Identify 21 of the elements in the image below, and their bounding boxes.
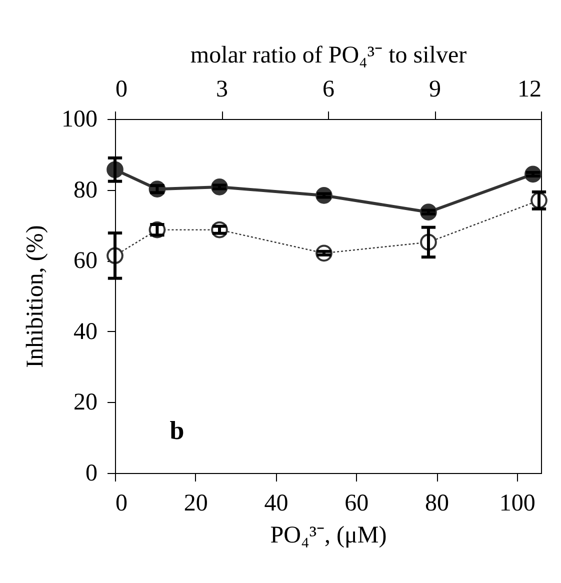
y-tick-label: 20 (74, 390, 98, 416)
y-tick-label: 100 (62, 106, 98, 132)
y-tick-label: 60 (74, 248, 98, 274)
x2-tick-label: 12 (518, 76, 542, 102)
y-axis-title: Inhibition, (%) (22, 225, 48, 368)
x-tick-label: 40 (264, 490, 288, 516)
x-tick-label: 0 (116, 490, 128, 516)
x-tick-label: 100 (499, 490, 536, 516)
x2-axis-title: molar ratio of PO₄³⁻ to silver (190, 42, 467, 68)
x-tick-label: 80 (425, 490, 450, 516)
x2-tick-label: 3 (216, 76, 228, 102)
x2-tick-label: 0 (116, 76, 128, 102)
x-tick-label: 20 (184, 490, 208, 516)
x2-tick-label: 6 (322, 76, 334, 102)
x-tick-label: 60 (344, 490, 369, 516)
x2-tick-label: 9 (429, 76, 441, 102)
y-tick-label: 0 (86, 460, 98, 486)
x-axis-title: PO₄³⁻, (μM) (270, 522, 387, 548)
y-tick-label: 80 (74, 177, 98, 204)
annotation: b (170, 416, 184, 445)
y-tick-label: 40 (74, 318, 98, 345)
